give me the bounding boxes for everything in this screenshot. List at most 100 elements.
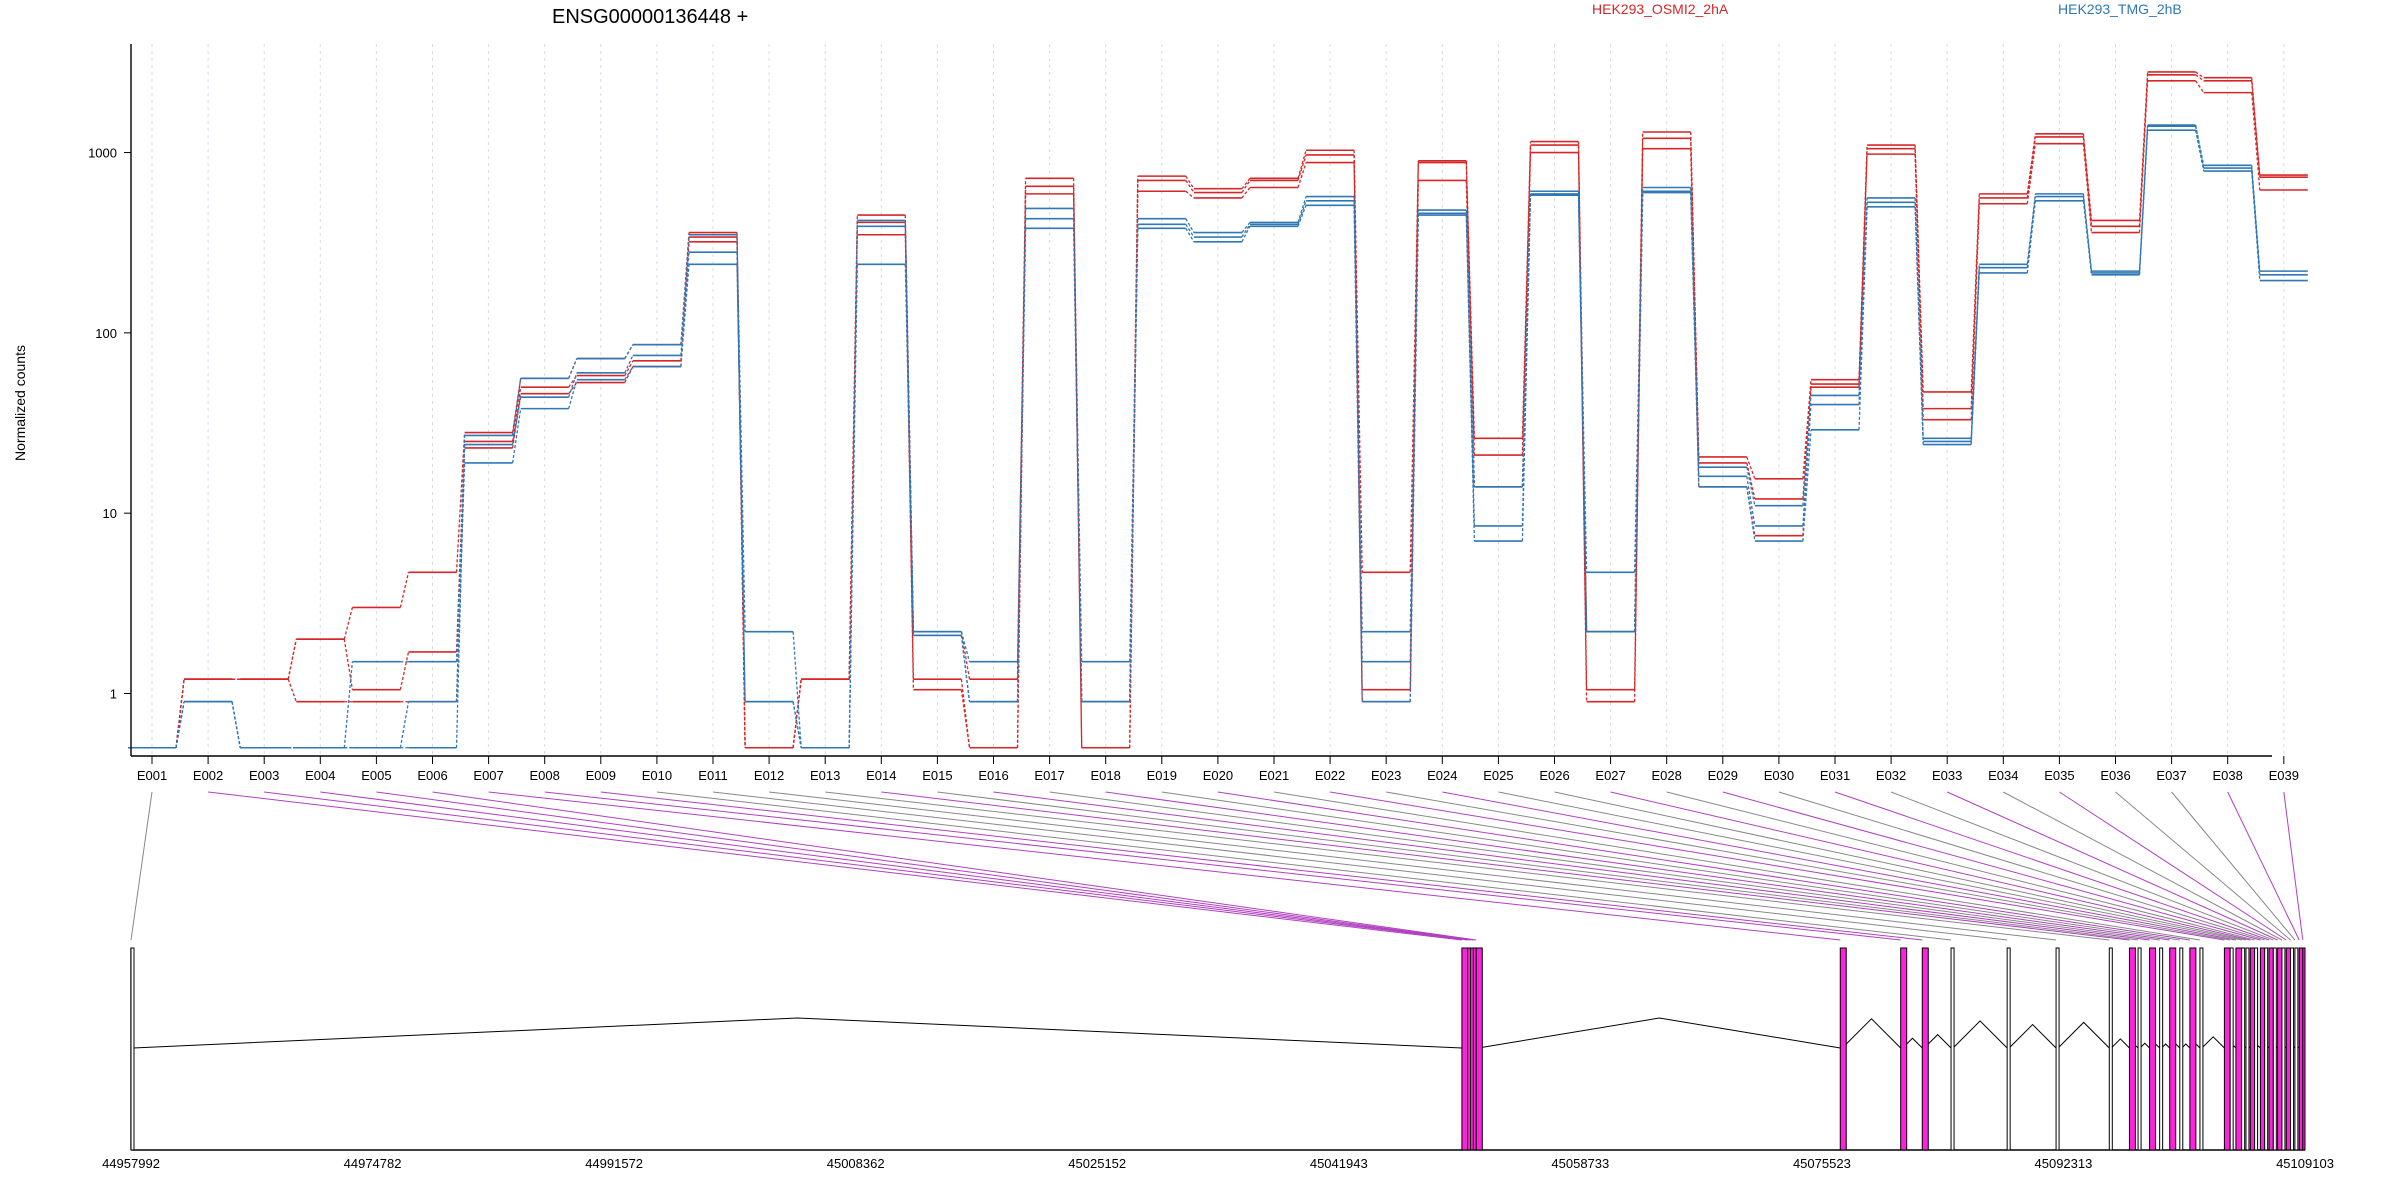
exon-block-e029 (2259, 947, 2266, 1151)
series-2-link-e037 (2195, 74, 2205, 82)
exon-connector-lines (130, 791, 2304, 941)
x-tick-label-e030: E030 (1764, 768, 1794, 783)
series-6-link-e021 (1297, 205, 1307, 227)
series-2-link-e038 (2251, 80, 2261, 178)
series-6-link-e018 (1129, 228, 1139, 702)
connector-e027 (1610, 791, 2251, 941)
series-6-link-e022 (1353, 205, 1363, 702)
intron-e001 (132, 1017, 1462, 1049)
series-2-link-e003 (287, 639, 297, 680)
series-1-link-e015 (960, 631, 971, 680)
y-axis-ticks: 1 10 100 1000 (88, 146, 131, 701)
series-6-link-e024 (1465, 215, 1476, 542)
series-1-link-e019 (1185, 175, 1195, 190)
series-6-link-e033 (1970, 272, 1980, 445)
series-6-link-e009 (624, 366, 634, 381)
series-6-link-e008 (568, 379, 578, 409)
series-4-link-e020 (1241, 221, 1251, 233)
series-6-link-e029 (1746, 486, 1756, 542)
series-2-link-e009 (624, 360, 634, 376)
series-2-link-e005 (399, 651, 410, 690)
exon-block-e009 (1921, 947, 1929, 1151)
exon-block-e010 (1950, 947, 1955, 1151)
x-tick-label-e028: E028 (1652, 768, 1682, 783)
y-axis-label: Normalized counts (12, 345, 28, 461)
intron-e015 (2139, 1042, 2150, 1049)
series-3-link-e009 (624, 366, 634, 383)
series-6-link-e005 (399, 701, 410, 748)
series-4-link-e030 (1802, 395, 1812, 506)
exon-block-e020 (2189, 947, 2197, 1151)
plot-axes (130, 44, 2272, 757)
intron-e010 (1952, 1020, 2008, 1049)
connector-e026 (1554, 791, 2247, 941)
exon-block-e036 (2290, 947, 2295, 1151)
x-tick-label-e034: E034 (1988, 768, 2018, 783)
series-2-link-e004 (343, 639, 354, 690)
series-2-link-e021 (1297, 154, 1307, 181)
connector-e031 (1834, 791, 2270, 941)
y-tick-label-100: 100 (95, 326, 117, 341)
connector-e018 (1105, 791, 2170, 941)
exon-block-e016 (2149, 947, 2157, 1151)
series-4-link-e029 (1746, 467, 1756, 506)
x-tick-label-e027: E027 (1595, 768, 1625, 783)
series-6-link-e035 (2082, 200, 2093, 275)
exon-block-e017 (2159, 947, 2164, 1151)
series-6-link-e016 (1016, 228, 1027, 702)
series-4-link-e034 (2026, 193, 2037, 265)
series-3-link-e001 (175, 679, 185, 748)
connector-e034 (2003, 791, 2283, 941)
series-6-link-e023 (1409, 215, 1419, 702)
x-tick-label-e029: E029 (1708, 768, 1738, 783)
connector-e024 (1442, 791, 2236, 941)
connector-e021 (1273, 791, 2201, 941)
connector-e033 (1946, 791, 2278, 941)
genome-coord-label-9: 45092313 (2035, 1156, 2093, 1171)
series-5-link-e004 (343, 661, 354, 748)
series-2-link-e007 (511, 387, 522, 442)
series-3-link-e021 (1297, 162, 1307, 188)
exon-blocks (130, 947, 2306, 1151)
series-3-link-e034 (2026, 143, 2037, 204)
exon-block-e023 (2229, 947, 2234, 1151)
x-tick-label-e022: E022 (1315, 768, 1345, 783)
x-tick-label-e031: E031 (1820, 768, 1850, 783)
series-6-link-e014 (904, 264, 915, 636)
series-1-link-e029 (1746, 456, 1756, 480)
x-tick-label-e006: E006 (417, 768, 447, 783)
x-tick-label-e038: E038 (2213, 768, 2243, 783)
series-3-link-e029 (1746, 486, 1756, 536)
series-3-link-e003 (287, 678, 297, 702)
genome-coord-label-8: 45075523 (1793, 1156, 1851, 1171)
series-6-link-e001 (175, 701, 185, 748)
series-4-link-e021 (1297, 196, 1307, 223)
series-5-link-e007 (511, 397, 522, 445)
series-6-link-e012 (792, 701, 802, 748)
series-1-link-e035 (2082, 133, 2093, 221)
connector-e012 (769, 791, 2057, 941)
exon-block-e007 (1839, 947, 1847, 1151)
series-3-link-e028 (1690, 148, 1700, 487)
exon-block-e015 (2137, 947, 2142, 1151)
exon-block-e013 (2108, 947, 2113, 1151)
series-1-link-e005 (399, 572, 410, 608)
exon-block-e001 (130, 947, 135, 1151)
exon-block-e021 (2199, 947, 2204, 1151)
connector-e003 (264, 791, 1468, 941)
connector-e006 (432, 791, 1477, 941)
series-3-link-e031 (1858, 154, 1868, 388)
connector-e017 (1049, 791, 2160, 941)
intron-e011 (2008, 1023, 2057, 1049)
connector-e019 (1161, 791, 2180, 941)
exon-block-e002 (1461, 947, 1469, 1151)
series-6-link-e011 (736, 264, 746, 702)
series-6-link-e017 (1072, 228, 1083, 702)
series-4-link-e009 (624, 344, 634, 359)
series-1-link-e006 (455, 432, 466, 573)
series-4-link-e015 (960, 631, 971, 662)
x-tick-label-e013: E013 (810, 768, 840, 783)
series-5-link-e030 (1802, 404, 1812, 526)
series-4-link-e008 (568, 358, 578, 379)
connector-e016 (993, 791, 2150, 941)
